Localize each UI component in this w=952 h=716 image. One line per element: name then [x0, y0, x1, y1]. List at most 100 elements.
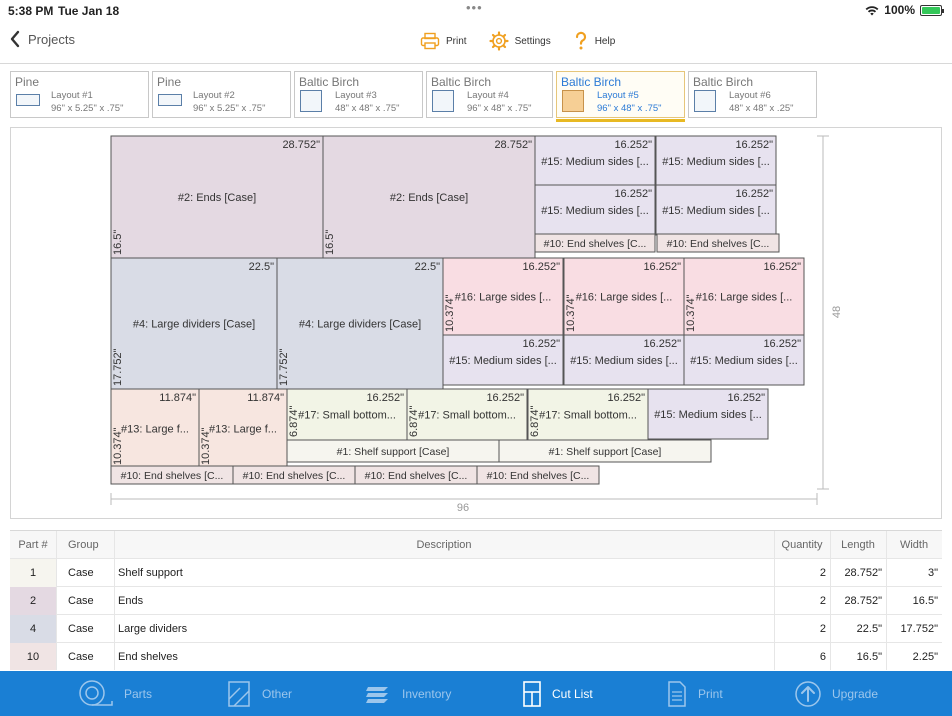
layout-tab-material: Baltic Birch	[299, 75, 360, 89]
print-button[interactable]: Print	[420, 31, 467, 51]
cut-piece[interactable]: #10: End shelves [C...	[476, 465, 600, 485]
cut-piece[interactable]: #16: Large sides [... 16.252" 10.374"	[442, 257, 564, 336]
description-cell: Shelf support	[118, 567, 183, 579]
cut-piece-width: 10.374"	[685, 294, 697, 332]
layout-tab-5[interactable]: Baltic Birch Layout #5 96" x 48" x .75"	[556, 71, 685, 122]
cut-piece[interactable]: #15: Medium sides [... 16.252"	[655, 135, 777, 187]
cut-piece-length: 28.752"	[282, 139, 320, 151]
sheet-swatch-icon	[300, 90, 322, 112]
layout-tab-1[interactable]: Pine Layout #1 96" x 5.25" x .75"	[10, 71, 149, 118]
cut-piece-label: #17: Small bottom...	[418, 410, 516, 422]
cut-piece[interactable]: #15: Medium sides [... 16.252"	[683, 334, 805, 386]
cut-piece[interactable]: #10: End shelves [C...	[232, 465, 356, 485]
layout-tab-4[interactable]: Baltic Birch Layout #4 96" x 48" x .75"	[426, 71, 553, 118]
cut-piece-length: 11.874"	[159, 392, 196, 404]
bottom-tab-print[interactable]: Print	[666, 671, 723, 716]
header-description[interactable]: Description	[416, 539, 472, 551]
quantity-cell: 2	[819, 567, 826, 579]
cut-piece[interactable]: #1: Shelf support [Case]	[286, 439, 500, 463]
bottom-tab-upgrade[interactable]: Upgrade	[794, 671, 878, 716]
cut-piece-width: 10.374"	[112, 427, 124, 465]
part-number: 1	[10, 559, 56, 587]
bottom-tab-label: Other	[262, 686, 293, 701]
cut-piece-label: #13: Large f...	[121, 424, 189, 436]
cut-piece-label: #15: Medium sides [...	[654, 409, 762, 421]
table-row[interactable]: 10 Case End shelves 6 16.5" 2.25"	[10, 643, 942, 670]
header-group[interactable]: Group	[68, 539, 99, 551]
question-mark-icon	[575, 31, 586, 50]
table-row[interactable]: 1 Case Shelf support 2 28.752" 3"	[10, 559, 942, 587]
part-number: 4	[10, 615, 56, 643]
cut-piece[interactable]: #2: Ends [Case] 28.752" 16.5"	[110, 135, 324, 259]
cut-piece[interactable]: #1: Shelf support [Case]	[498, 439, 712, 463]
cut-piece-width: 17.752"	[278, 348, 290, 386]
cut-piece[interactable]: #4: Large dividers [Case] 22.5" 17.752"	[276, 257, 444, 390]
cut-piece[interactable]: #15: Medium sides [... 16.252"	[563, 334, 685, 386]
cut-piece[interactable]: #13: Large f... 11.874" 10.374"	[198, 388, 288, 469]
cut-piece-width: 6.874"	[288, 405, 300, 437]
cut-piece[interactable]: #15: Medium sides [... 16.252"	[655, 184, 777, 236]
cut-piece-length: 16.252"	[763, 338, 801, 350]
settings-button[interactable]: Settings	[488, 31, 551, 51]
header-part[interactable]: Part #	[18, 539, 48, 551]
part-number: 2	[10, 587, 56, 615]
bottom-tab-inventory[interactable]: Inventory	[364, 671, 451, 716]
battery-percent: 100%	[884, 3, 915, 17]
description-cell: Large dividers	[118, 623, 188, 635]
cut-piece-length: 16.252"	[727, 392, 765, 404]
sheet-swatch-icon	[158, 94, 182, 106]
back-button[interactable]: Projects	[10, 30, 75, 48]
cut-piece[interactable]: #2: Ends [Case] 28.752" 16.5"	[322, 135, 536, 259]
table-row[interactable]: 2 Case Ends 2 28.752" 16.5"	[10, 587, 942, 615]
cut-piece[interactable]: #10: End shelves [C...	[656, 233, 780, 253]
quantity-cell: 2	[819, 595, 826, 607]
cut-piece[interactable]: #10: End shelves [C...	[110, 465, 234, 485]
cut-piece[interactable]: #15: Medium sides [... 16.252"	[534, 184, 656, 236]
bottom-tab-parts[interactable]: Parts	[78, 671, 152, 716]
cut-piece-shape	[534, 135, 656, 187]
layout-tab-name: Layout #2	[193, 90, 235, 101]
help-button[interactable]: Help	[573, 31, 615, 51]
description-cell: End shelves	[118, 651, 178, 663]
cut-piece[interactable]: #15: Medium sides [... 16.252"	[534, 135, 656, 187]
table-row[interactable]: 4 Case Large dividers 2 22.5" 17.752"	[10, 615, 942, 643]
cut-piece-width: 17.752"	[112, 348, 124, 386]
cut-piece-length: 16.252"	[366, 392, 404, 404]
cut-piece-length: 16.252"	[735, 139, 773, 151]
cut-piece-length: 16.252"	[614, 188, 652, 200]
header-quantity[interactable]: Quantity	[781, 539, 823, 551]
cut-piece-label: #16: Large sides [...	[696, 292, 793, 304]
header-width[interactable]: Width	[899, 539, 929, 551]
width-cell: 2.25"	[912, 651, 938, 663]
cut-piece[interactable]: #10: End shelves [C...	[354, 465, 478, 485]
bottom-tab-other[interactable]: Other	[226, 671, 292, 716]
cut-piece[interactable]: #13: Large f... 11.874" 10.374"	[110, 388, 200, 469]
cut-piece-label: #10: End shelves [C...	[121, 470, 224, 482]
cut-piece[interactable]: #4: Large dividers [Case] 22.5" 17.752"	[110, 257, 278, 390]
layout-tab-6[interactable]: Baltic Birch Layout #6 48" x 48" x .25"	[688, 71, 817, 118]
cut-piece-length: 16.252"	[522, 261, 560, 273]
cut-piece[interactable]: #16: Large sides [... 16.252" 10.374"	[683, 257, 805, 336]
layout-tab-3[interactable]: Baltic Birch Layout #3 48" x 48" x .75"	[294, 71, 423, 118]
cut-piece[interactable]: #15: Medium sides [... 16.252"	[647, 388, 769, 440]
bottom-tab-label: Inventory	[402, 686, 452, 701]
bottom-tab-cut-list[interactable]: Cut List	[522, 671, 593, 716]
layout-tab-material: Pine	[15, 75, 40, 89]
layout-tab-2[interactable]: Pine Layout #2 96" x 5.25" x .75"	[152, 71, 291, 118]
cut-piece[interactable]: #17: Small bottom... 16.252" 6.874"	[527, 388, 649, 441]
header-length[interactable]: Length	[841, 539, 875, 551]
cut-piece[interactable]: #15: Medium sides [... 16.252"	[442, 334, 564, 386]
cut-piece[interactable]: #17: Small bottom... 16.252" 6.874"	[286, 388, 408, 441]
cut-piece-shape	[563, 257, 685, 336]
layout-tab-name: Layout #6	[729, 90, 771, 101]
quantity-cell: 2	[819, 623, 826, 635]
sheet-height-label: 48	[831, 306, 843, 318]
cut-piece[interactable]: #16: Large sides [... 16.252" 10.374"	[563, 257, 685, 336]
cut-piece[interactable]: #17: Small bottom... 16.252" 6.874"	[406, 388, 528, 441]
multitask-dots[interactable]: •••	[466, 0, 483, 15]
cut-piece-length: 22.5"	[415, 261, 440, 273]
cut-piece-label: #4: Large dividers [Case]	[299, 319, 421, 331]
cut-piece[interactable]: #10: End shelves [C...	[534, 233, 656, 253]
cut-piece-label: #15: Medium sides [...	[690, 355, 798, 367]
cut-piece-length: 16.252"	[763, 261, 801, 273]
